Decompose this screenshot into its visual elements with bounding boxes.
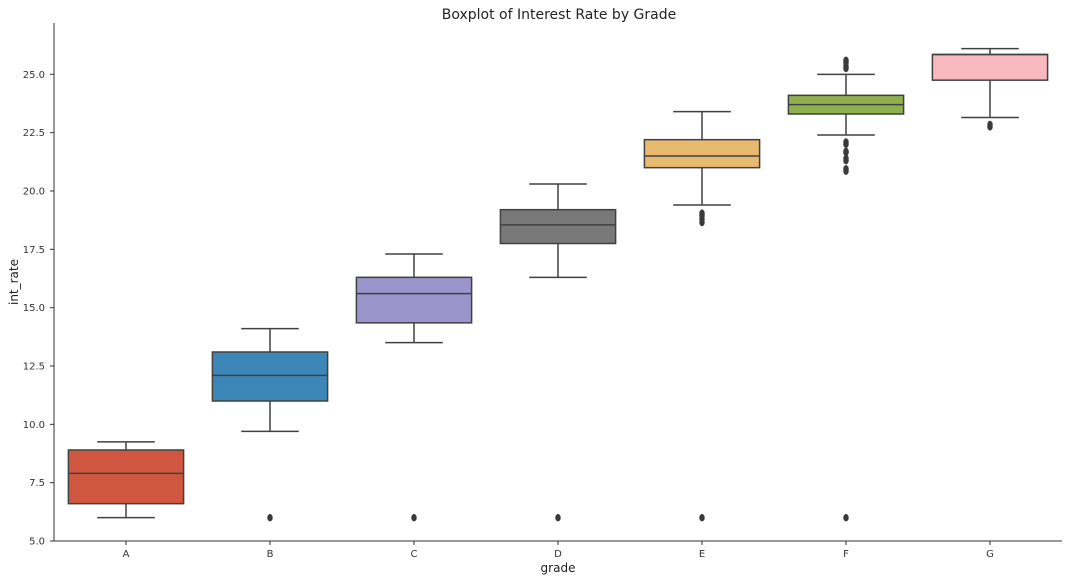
x-tick-label: D [554,549,562,560]
outlier-point [555,513,561,522]
x-axis-label: grade [541,561,576,575]
boxes-layer [67,47,1049,522]
y-tick-label: 10.0 [23,420,45,431]
y-tick-label: 7.5 [29,478,45,489]
outlier-point [843,138,849,146]
y-axis-label: int_rate [7,259,21,305]
y-tick-label: 25.0 [23,70,45,81]
box-iqr [643,138,761,169]
x-tick-label: G [986,549,994,560]
outlier-point [699,209,705,217]
y-tick-label: 17.5 [23,245,45,256]
outlier-point [843,165,849,173]
y-tick-label: 22.5 [23,128,45,139]
box-group-e [643,110,761,522]
box-group-a [67,441,185,519]
box-iqr [355,276,473,324]
chart-title: Boxplot of Interest Rate by Grade [442,7,677,23]
box-iqr [211,351,329,402]
x-tick-label: A [123,549,130,560]
outlier-point [411,513,417,522]
box-iqr [67,449,185,505]
outlier-point [843,56,849,65]
box-group-c [355,253,473,522]
x-tick-label: E [699,549,705,560]
box-iqr [931,53,1049,81]
outlier-point [699,513,705,522]
y-axis-ticks: 5.0 7.5 10.0 12.5 15.0 17.5 20.0 22.5 25.0 [23,70,54,548]
outlier-point [843,513,849,522]
box-group-g [931,47,1049,131]
box-group-d [499,183,617,522]
x-tick-label: B [267,549,274,560]
x-axis-ticks: A B C D E F G [123,541,994,560]
x-tick-label: C [411,549,418,560]
box-group-f [787,56,905,522]
y-tick-label: 5.0 [29,537,45,548]
box-iqr [499,208,617,245]
y-tick-label: 20.0 [23,187,45,198]
x-tick-label: F [843,549,849,560]
box-group-b [211,327,329,522]
outlier-point [987,120,993,129]
outlier-point [267,513,273,522]
outlier-point [843,147,849,156]
y-tick-label: 15.0 [23,303,45,314]
y-tick-label: 12.5 [23,362,45,373]
